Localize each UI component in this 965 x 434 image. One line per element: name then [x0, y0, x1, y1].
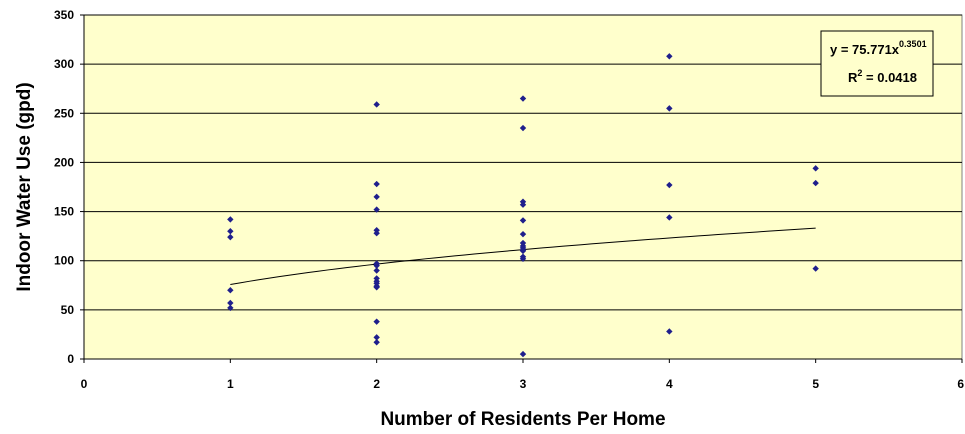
- r-squared-prefix: R: [848, 70, 858, 85]
- y-tick-label-50: 50: [61, 303, 75, 317]
- x-axis-title: Number of Residents Per Home: [380, 409, 665, 430]
- data-points: [227, 53, 819, 358]
- x-tick-label-5: 5: [812, 377, 819, 391]
- data-point: [666, 181, 673, 189]
- x-tick-label-1: 1: [227, 377, 234, 391]
- equation-line: y = 75.771x0.3501: [830, 39, 927, 57]
- data-point: [519, 255, 527, 262]
- data-point: [812, 165, 819, 172]
- x-tick-label-3: 3: [520, 377, 527, 391]
- trendline-equation-box: y = 75.771x0.3501 R2 = 0.0418: [820, 30, 934, 97]
- data-point: [373, 339, 380, 346]
- data-point: [373, 267, 380, 274]
- data-point: [227, 216, 234, 223]
- data-point: [812, 265, 819, 272]
- equation-exponent: 0.3501: [899, 39, 927, 49]
- x-axis-ticks: 0 1 2 3 4 5 6: [81, 359, 964, 391]
- data-point: [519, 95, 527, 102]
- data-point: [519, 230, 527, 238]
- data-point: [227, 228, 234, 235]
- y-tick-label-150: 150: [54, 205, 74, 219]
- r-squared-superscript: 2: [857, 68, 862, 78]
- x-tick-label-2: 2: [373, 377, 380, 391]
- data-point: [373, 318, 380, 325]
- data-point: [227, 287, 234, 294]
- y-tick-label-250: 250: [54, 106, 74, 120]
- data-point: [227, 304, 234, 312]
- data-point: [519, 247, 527, 255]
- data-point: [519, 124, 527, 132]
- data-point: [373, 334, 380, 341]
- data-point: [666, 214, 673, 221]
- data-point: [227, 299, 234, 307]
- data-point: [227, 233, 234, 241]
- data-point: [519, 350, 527, 358]
- y-axis-title: Indoor Water Use (gpd): [14, 82, 35, 291]
- r-squared-value: = 0.0418: [862, 70, 917, 85]
- x-tick-label-4: 4: [666, 377, 673, 391]
- x-tick-label-6: 6: [957, 377, 964, 391]
- equation-main: y = 75.771x: [830, 42, 900, 57]
- data-point: [373, 260, 380, 267]
- r-squared-line: R2 = 0.0418: [848, 68, 917, 85]
- data-point: [373, 101, 380, 108]
- data-point: [519, 217, 527, 224]
- y-tick-label-200: 200: [54, 155, 74, 169]
- y-tick-label-100: 100: [54, 254, 74, 268]
- data-point: [666, 53, 673, 60]
- x-tick-label-0: 0: [81, 377, 88, 391]
- data-point: [519, 201, 527, 208]
- data-point: [373, 206, 380, 213]
- data-point: [373, 229, 380, 237]
- data-point: [373, 193, 380, 201]
- y-tick-label-350: 350: [54, 8, 74, 22]
- data-point: [812, 179, 819, 187]
- data-point: [373, 284, 380, 291]
- y-tick-label-0: 0: [67, 352, 74, 366]
- y-axis-ticks: 0 50 100 150 200 250 300 350: [54, 8, 84, 366]
- y-tick-label-300: 300: [54, 57, 74, 71]
- data-point: [373, 180, 380, 188]
- data-point: [666, 105, 673, 112]
- data-point: [666, 328, 673, 335]
